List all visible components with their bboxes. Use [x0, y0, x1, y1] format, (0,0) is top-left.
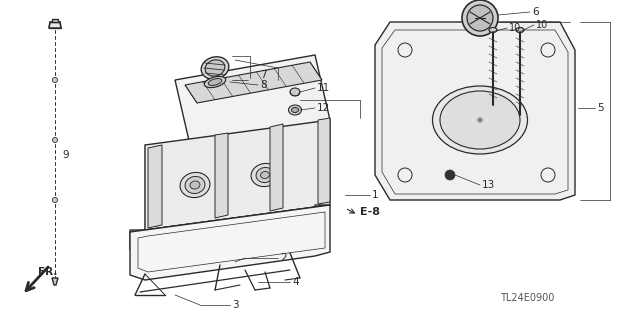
- Circle shape: [52, 137, 58, 143]
- Polygon shape: [375, 22, 575, 200]
- Text: TL24E0900: TL24E0900: [500, 293, 554, 303]
- Ellipse shape: [201, 57, 229, 79]
- Text: 9: 9: [62, 150, 68, 160]
- Ellipse shape: [489, 27, 497, 33]
- Text: 6: 6: [532, 7, 539, 17]
- Circle shape: [478, 118, 482, 122]
- Polygon shape: [49, 22, 61, 28]
- Text: 13: 13: [482, 180, 495, 190]
- Ellipse shape: [291, 108, 298, 113]
- Text: E-8: E-8: [360, 207, 380, 217]
- Ellipse shape: [251, 163, 279, 187]
- Polygon shape: [215, 133, 228, 218]
- Circle shape: [462, 0, 498, 36]
- Polygon shape: [145, 120, 330, 230]
- Circle shape: [467, 5, 493, 31]
- Ellipse shape: [205, 60, 225, 76]
- Circle shape: [52, 197, 58, 203]
- Ellipse shape: [260, 172, 269, 179]
- Text: 10: 10: [509, 23, 521, 33]
- Ellipse shape: [185, 176, 205, 194]
- Text: 5: 5: [597, 103, 604, 113]
- Circle shape: [445, 170, 455, 180]
- Ellipse shape: [180, 172, 210, 197]
- Polygon shape: [52, 278, 58, 285]
- Ellipse shape: [204, 76, 226, 88]
- Ellipse shape: [440, 91, 520, 149]
- Polygon shape: [145, 145, 190, 230]
- Ellipse shape: [190, 181, 200, 189]
- Polygon shape: [148, 145, 162, 228]
- Text: 10: 10: [536, 20, 548, 30]
- Polygon shape: [318, 118, 330, 204]
- Text: 3: 3: [232, 300, 239, 310]
- Text: 4: 4: [292, 277, 299, 287]
- Text: 2: 2: [280, 253, 287, 263]
- Polygon shape: [175, 55, 330, 145]
- Ellipse shape: [516, 27, 524, 33]
- Polygon shape: [130, 205, 330, 250]
- Text: 11: 11: [317, 83, 330, 93]
- Polygon shape: [130, 205, 330, 280]
- Ellipse shape: [208, 78, 222, 85]
- Polygon shape: [185, 62, 322, 103]
- Text: 1: 1: [372, 190, 379, 200]
- Polygon shape: [52, 19, 58, 22]
- Ellipse shape: [290, 88, 300, 96]
- Ellipse shape: [433, 86, 527, 154]
- Circle shape: [52, 78, 58, 83]
- Text: 7: 7: [260, 70, 267, 80]
- Text: 12: 12: [317, 103, 330, 113]
- Ellipse shape: [289, 105, 301, 115]
- Text: FR.: FR.: [38, 267, 58, 277]
- Polygon shape: [270, 124, 283, 211]
- Text: 8: 8: [260, 80, 267, 90]
- Ellipse shape: [256, 167, 274, 182]
